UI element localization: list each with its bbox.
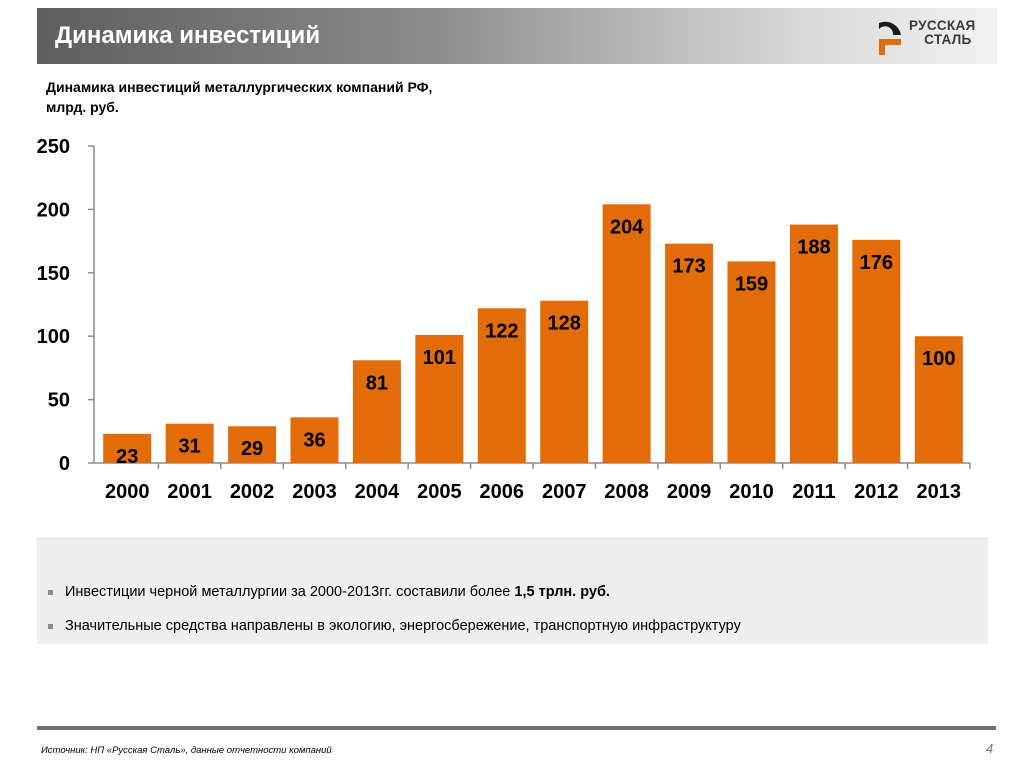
x-tick-label: 2002 [230, 481, 275, 503]
y-tick-label: 0 [59, 453, 70, 475]
data-label: 176 [860, 252, 893, 274]
y-tick-label: 250 [37, 136, 70, 158]
x-tick-label: 2006 [480, 481, 525, 503]
data-label: 159 [735, 273, 768, 295]
data-label: 29 [241, 438, 263, 460]
y-tick-label: 200 [37, 199, 70, 221]
data-label: 173 [672, 256, 705, 278]
bar [852, 239, 901, 463]
bar [165, 423, 214, 463]
bullet-marker-icon [48, 590, 53, 595]
data-label: 81 [366, 372, 388, 394]
x-tick-label: 2003 [292, 481, 337, 503]
bar [665, 243, 714, 463]
bar [415, 334, 464, 463]
y-tick-label: 100 [37, 326, 70, 348]
bar [228, 426, 277, 463]
bullet-text: Значительные средства направлены в эколо… [65, 618, 741, 634]
page-number: 4 [986, 741, 994, 756]
bullet-marker-icon [48, 624, 53, 629]
footer-divider [37, 726, 996, 730]
data-label: 188 [797, 237, 830, 259]
x-tick-label: 2009 [667, 481, 712, 503]
source-note: Источник: НП «Русская Сталь», данные отч… [41, 745, 332, 756]
x-tick-label: 2000 [105, 481, 150, 503]
bar [352, 360, 401, 463]
company-logo: РУССКАЯ СТАЛЬ [877, 13, 995, 61]
bar [789, 224, 838, 463]
data-label: 23 [116, 446, 138, 468]
y-tick-label: 50 [48, 390, 70, 412]
header-bar: Динамика инвестиций РУССКАЯ СТАЛЬ [37, 8, 997, 64]
x-tick-label: 2010 [729, 481, 774, 503]
data-label: 128 [548, 313, 581, 335]
data-label: 36 [303, 429, 325, 451]
bullet-highlight: 1,5 трлн. руб. [514, 584, 610, 600]
info-box: Инвестиции черной металлургии за 2000-20… [37, 537, 988, 644]
x-tick-label: 2011 [792, 481, 835, 503]
bullet-text: Инвестиции черной металлургии за 2000-20… [65, 584, 515, 600]
data-label: 31 [179, 436, 201, 458]
data-label: 101 [423, 347, 456, 369]
x-tick-label: 2004 [355, 481, 400, 503]
x-tick-label: 2001 [167, 481, 212, 503]
y-tick-label: 150 [37, 263, 70, 285]
logo-text: РУССКАЯ СТАЛЬ [909, 18, 976, 47]
x-tick-label: 2013 [917, 481, 962, 503]
bar-chart: 0 50 100 150 200 250 23 2000 31 2001 29 2002 36 2003 8… [37, 136, 971, 503]
data-label: 100 [922, 348, 955, 370]
logo-mark-icon [879, 21, 901, 55]
bar [290, 417, 339, 463]
bar [540, 300, 589, 463]
x-tick-label: 2012 [854, 481, 899, 503]
page-title: Динамика инвестиций [55, 22, 321, 49]
x-tick-label: 2008 [604, 481, 649, 503]
bar [477, 308, 526, 463]
x-tick-label: 2007 [542, 481, 587, 503]
data-label: 122 [485, 320, 518, 342]
data-label: 204 [610, 216, 644, 238]
bar [727, 261, 776, 463]
bar [602, 204, 651, 463]
bar [103, 433, 152, 463]
x-tick-label: 2005 [417, 481, 462, 503]
bar [914, 336, 963, 463]
chart-subtitle: Динамика инвестиций металлургических ком… [46, 79, 433, 115]
